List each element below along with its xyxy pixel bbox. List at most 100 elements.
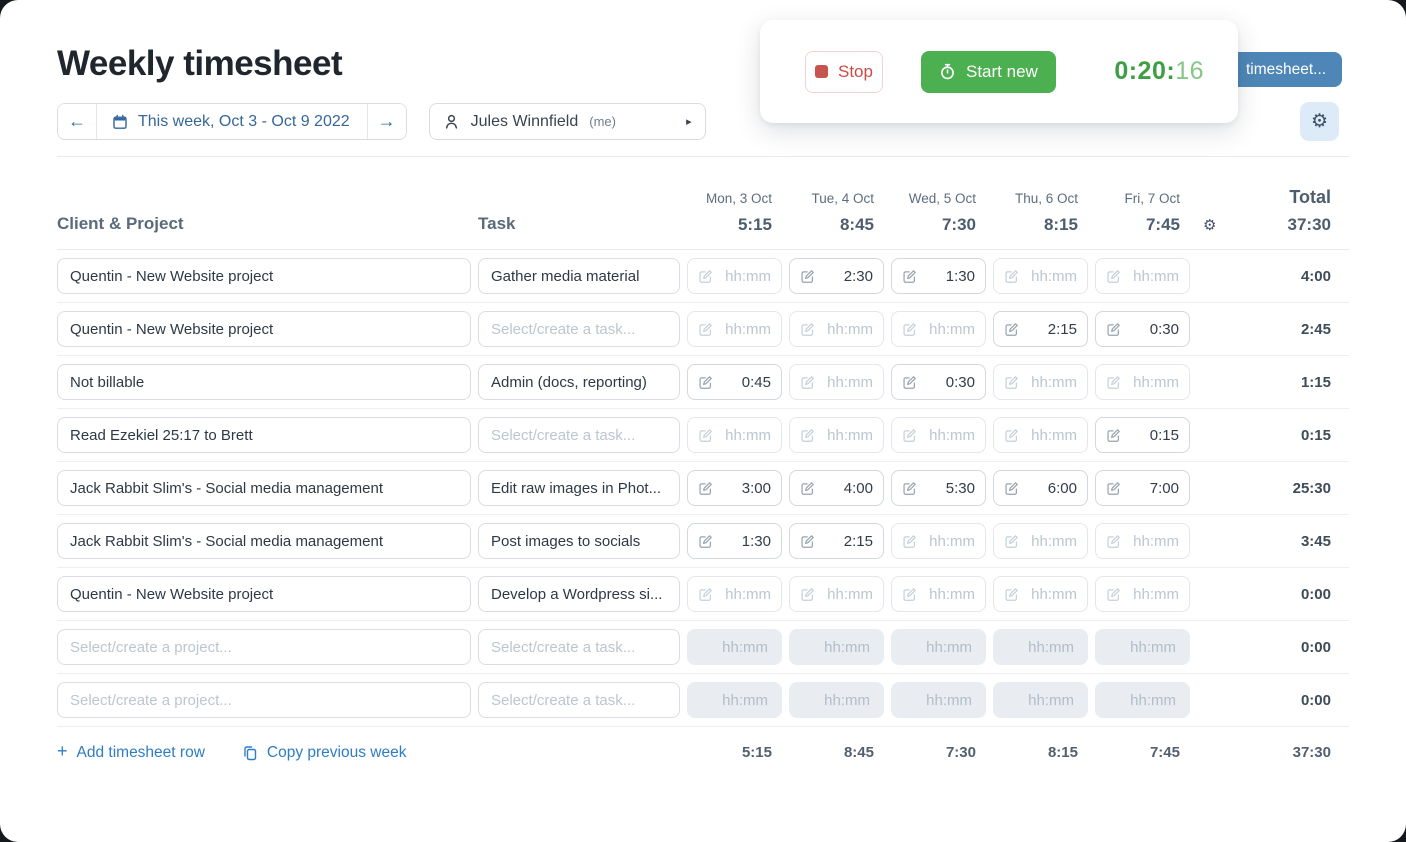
time-cell[interactable]: 2:15 <box>993 311 1088 347</box>
edit-icon <box>1106 375 1121 390</box>
time-cell[interactable]: hh:mm <box>993 523 1088 559</box>
column-header-day: Thu, 6 Oct 8:15 <box>1014 191 1078 234</box>
project-input[interactable] <box>57 523 471 559</box>
time-cell[interactable]: hh:mm <box>891 417 986 453</box>
edit-icon <box>902 322 917 337</box>
time-cell[interactable]: 5:30 <box>891 470 986 506</box>
edit-icon <box>800 269 815 284</box>
time-cell[interactable]: hh:mm <box>789 364 884 400</box>
timer-seconds: 16 <box>1175 57 1204 85</box>
time-cell[interactable]: hh:mm <box>993 576 1088 612</box>
time-cell[interactable]: 0:15 <box>1095 417 1190 453</box>
person-icon <box>443 113 460 130</box>
project-input[interactable] <box>57 258 471 294</box>
calendar-icon <box>112 114 128 130</box>
time-cell[interactable]: 7:00 <box>1095 470 1190 506</box>
project-input[interactable] <box>57 470 471 506</box>
edit-icon <box>698 375 713 390</box>
time-cell[interactable]: 0:30 <box>1095 311 1190 347</box>
edit-icon <box>1004 269 1019 284</box>
edit-icon <box>1004 534 1019 549</box>
time-cell[interactable]: hh:mm <box>687 576 782 612</box>
timesheet-table: Client & Project Task Mon, 3 Oct 5:15 Tu… <box>0 157 1406 762</box>
time-cell[interactable]: 4:00 <box>789 470 884 506</box>
project-input[interactable] <box>57 576 471 612</box>
time-cell[interactable]: 0:30 <box>891 364 986 400</box>
submit-timesheet-button[interactable]: timesheet... <box>1230 52 1342 87</box>
time-cell[interactable]: hh:mm <box>789 576 884 612</box>
task-input[interactable] <box>478 523 680 559</box>
task-input[interactable] <box>478 417 680 453</box>
time-cell[interactable]: 3:00 <box>687 470 782 506</box>
next-week-button[interactable]: → <box>366 104 406 139</box>
edit-icon <box>1106 322 1121 337</box>
row-total: 2:45 <box>1300 320 1331 338</box>
project-input[interactable] <box>57 364 471 400</box>
task-input[interactable] <box>478 258 680 294</box>
project-input[interactable] <box>57 629 471 665</box>
stop-button-label: Stop <box>838 61 873 81</box>
task-input[interactable] <box>478 629 680 665</box>
footer-day-total: 5:15 <box>741 744 772 761</box>
time-cell[interactable]: 2:15 <box>789 523 884 559</box>
footer-day-total: 7:30 <box>945 744 976 761</box>
project-input[interactable] <box>57 311 471 347</box>
time-cell[interactable]: hh:mm <box>993 364 1088 400</box>
project-input[interactable] <box>57 682 471 718</box>
prev-week-button[interactable]: ← <box>58 104 97 139</box>
settings-button[interactable]: ⚙ <box>1300 102 1339 141</box>
time-cell[interactable]: hh:mm <box>789 417 884 453</box>
divider <box>57 156 1349 157</box>
column-header-day: Wed, 5 Oct 7:30 <box>908 191 976 234</box>
time-cell[interactable]: hh:mm <box>1095 364 1190 400</box>
time-cell[interactable]: hh:mm <box>687 311 782 347</box>
start-new-button[interactable]: Start new <box>921 50 1056 93</box>
time-cell[interactable]: hh:mm <box>1095 576 1190 612</box>
time-cell[interactable]: hh:mm <box>1095 258 1190 294</box>
time-cell[interactable]: hh:mm <box>993 417 1088 453</box>
person-selector[interactable]: Jules Winnfield (me) ▸ <box>428 103 706 140</box>
time-cell[interactable]: hh:mm <box>891 523 986 559</box>
task-input[interactable] <box>478 576 680 612</box>
edit-icon <box>902 375 917 390</box>
project-input[interactable] <box>57 417 471 453</box>
time-cell[interactable]: 2:30 <box>789 258 884 294</box>
task-input[interactable] <box>478 682 680 718</box>
time-cell[interactable]: 6:00 <box>993 470 1088 506</box>
timer-main: 0:20: <box>1114 57 1176 85</box>
time-cell[interactable]: 1:30 <box>891 258 986 294</box>
column-header-day: Mon, 3 Oct 5:15 <box>705 191 772 234</box>
time-cell[interactable]: hh:mm <box>687 417 782 453</box>
time-cell[interactable]: hh:mm <box>891 576 986 612</box>
time-cell[interactable]: hh:mm <box>1095 523 1190 559</box>
copy-previous-week-button[interactable]: Copy previous week <box>242 744 406 762</box>
time-cell: hh:mm <box>789 682 884 718</box>
week-selector[interactable]: This week, Oct 3 - Oct 9 2022 <box>97 104 367 139</box>
column-header-task: Task <box>478 214 516 233</box>
task-input[interactable] <box>478 364 680 400</box>
time-cell[interactable]: 0:45 <box>687 364 782 400</box>
time-cell: hh:mm <box>993 682 1088 718</box>
time-cell[interactable]: 1:30 <box>687 523 782 559</box>
time-cell[interactable]: hh:mm <box>789 311 884 347</box>
time-cell[interactable]: hh:mm <box>687 258 782 294</box>
time-cell[interactable]: hh:mm <box>891 311 986 347</box>
row-total: 0:00 <box>1300 638 1331 656</box>
add-timesheet-row-button[interactable]: + Add timesheet row <box>57 741 205 761</box>
edit-icon <box>1106 481 1121 496</box>
edit-icon <box>1004 375 1019 390</box>
stop-button[interactable]: Stop <box>805 50 883 93</box>
person-suffix: (me) <box>589 114 616 129</box>
task-input[interactable] <box>478 470 680 506</box>
task-input[interactable] <box>478 311 680 347</box>
edit-icon <box>902 269 917 284</box>
stop-icon <box>815 65 828 78</box>
time-cell[interactable]: hh:mm <box>993 258 1088 294</box>
table-settings-button[interactable]: ⚙ <box>1203 216 1216 234</box>
timer-display: 0:20:16 <box>1114 57 1204 86</box>
